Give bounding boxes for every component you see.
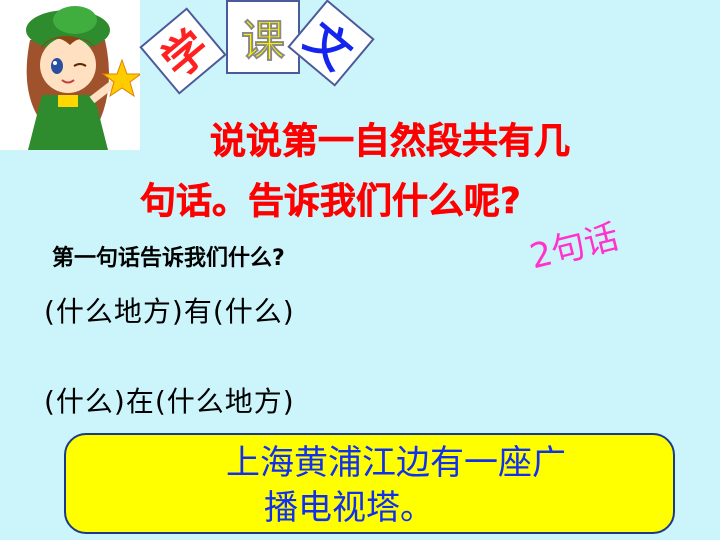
title-tile-3: 文 xyxy=(287,0,375,87)
slide-title-line2: 句话。告诉我们什么呢? xyxy=(140,181,521,223)
cartoon-girl-icon xyxy=(0,0,143,150)
answer-box: 上海黄浦江边有一座广 播电视塔。 xyxy=(64,433,675,534)
title-tile-3-char: 文 xyxy=(294,12,362,81)
slide-title: 说说第一自然段共有几 句话。告诉我们什么呢? xyxy=(140,112,700,232)
slide-title-line1: 说说第一自然段共有几 xyxy=(210,121,571,163)
question-text: 第一句话告诉我们什么? xyxy=(52,246,285,271)
answer-line2: 播电视塔。 xyxy=(264,488,434,528)
title-tile-1-char: 学 xyxy=(152,20,220,89)
answer-text: 上海黄浦江边有一座广 播电视塔。 xyxy=(226,441,666,531)
sentence-pattern-1: (什么地方)有(什么) xyxy=(44,295,295,328)
title-tile-1: 学 xyxy=(139,7,227,95)
title-tile-2-char: 课 xyxy=(241,16,286,68)
title-tile-2: 课 xyxy=(226,0,300,74)
sentence-pattern-2: (什么)在(什么地方) xyxy=(44,385,295,418)
answer-line1: 上海黄浦江边有一座广 xyxy=(226,443,566,483)
